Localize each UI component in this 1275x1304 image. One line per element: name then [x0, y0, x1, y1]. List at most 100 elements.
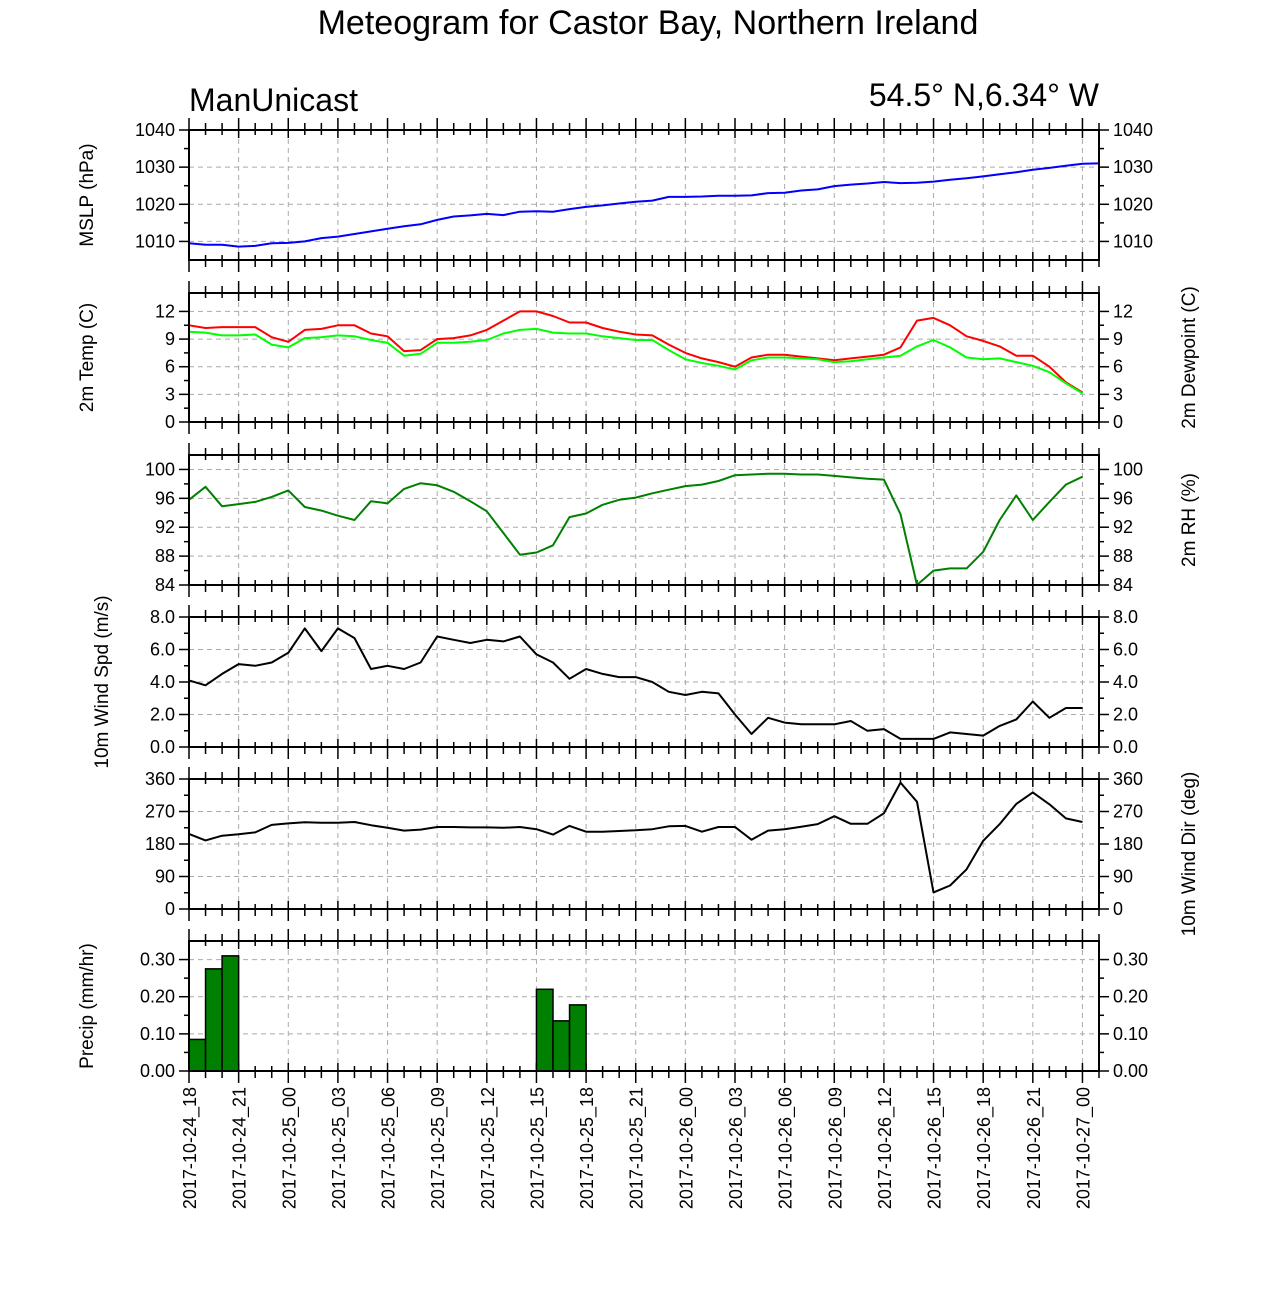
- ytick-label-left: 0: [165, 412, 175, 432]
- xtick-label: 2017-10-26_18: [974, 1087, 995, 1209]
- ytick-label-right: 0: [1113, 899, 1123, 919]
- series-line-1: [188, 327, 1084, 395]
- xtick-label: 2017-10-25_06: [379, 1087, 400, 1209]
- xtick-label: 2017-10-25_15: [527, 1087, 548, 1209]
- ytick-label-left: 0.0: [150, 737, 175, 757]
- xtick-label: 2017-10-26_00: [676, 1087, 697, 1209]
- ylabel-left: Precip (mm/hr): [77, 943, 98, 1069]
- ytick-label-left: 4.0: [150, 672, 175, 692]
- ytick-label-left: 0: [165, 899, 175, 919]
- ytick-label-left: 0.10: [140, 1024, 175, 1044]
- panel-1: 0 0 3 3 6 6 9 9 12 12 2m Temp (C) 2m Dewpoint (C): [77, 281, 1200, 434]
- ytick-label-left: 1020: [135, 194, 175, 214]
- xtick-label: 2017-10-26_09: [825, 1087, 846, 1209]
- ytick-label-right: 1020: [1113, 194, 1153, 214]
- ytick-label-left: 92: [155, 517, 175, 537]
- xtick-label: 2017-10-26_12: [875, 1087, 896, 1209]
- ytick-label-right: 1030: [1113, 157, 1153, 177]
- ytick-label-right: 9: [1113, 329, 1123, 349]
- ytick-label-left: 180: [145, 834, 175, 854]
- xtick-label: 2017-10-27_00: [1073, 1087, 1094, 1209]
- xtick-label: 2017-10-26_15: [925, 1087, 946, 1209]
- panel-frame: [188, 940, 1100, 1072]
- ytick-label-left: 8.0: [150, 607, 175, 627]
- panel-frame: [188, 129, 1100, 261]
- ytick-label-right: 0.00: [1113, 1061, 1148, 1081]
- panel-frame: [188, 454, 1100, 586]
- precip-bar: [188, 1038, 207, 1072]
- ytick-label-left: 2.0: [150, 705, 175, 725]
- ylabel-left: 2m Temp (C): [77, 303, 98, 412]
- ytick-label-right: 180: [1113, 834, 1143, 854]
- ytick-label-left: 0.20: [140, 987, 175, 1007]
- ylabel-left: MSLP (hPa): [77, 143, 98, 246]
- ytick-label-left: 6.0: [150, 640, 175, 660]
- ytick-label-right: 12: [1113, 301, 1133, 321]
- xtick-label: 2017-10-25_21: [627, 1087, 648, 1209]
- ytick-label-right: 8.0: [1113, 607, 1138, 627]
- ytick-label-right: 92: [1113, 517, 1133, 537]
- series-line-0: [188, 781, 1083, 894]
- chart-title: Meteogram for Castor Bay, Northern Irela…: [318, 4, 979, 42]
- ytick-label-right: 6.0: [1113, 640, 1138, 660]
- xtick-label: 2017-10-24_21: [230, 1087, 251, 1209]
- ytick-label-left: 90: [155, 867, 175, 887]
- ytick-label-left: 1030: [135, 157, 175, 177]
- xtick-label: 2017-10-25_18: [577, 1087, 598, 1209]
- ytick-label-left: 0.30: [140, 950, 175, 970]
- ytick-label-right: 4.0: [1113, 672, 1138, 692]
- ytick-label-right: 360: [1113, 769, 1143, 789]
- ytick-label-right: 0.10: [1113, 1024, 1148, 1044]
- ylabel-right: 2m RH (%): [1179, 473, 1200, 567]
- ytick-label-left: 270: [145, 802, 175, 822]
- ytick-label-right: 0: [1113, 412, 1123, 432]
- panel-5: 0.00 0.00 0.10 0.10 0.20 0.20 0.30 0.30 Precip (…: [77, 929, 1148, 1083]
- location-label: 54.5° N,6.34° W: [869, 77, 1100, 113]
- xtick-label: 2017-10-26_03: [726, 1087, 747, 1209]
- ytick-label-left: 0.00: [140, 1061, 175, 1081]
- xtick-label: 2017-10-25_03: [329, 1087, 350, 1209]
- ytick-label-right: 6: [1113, 357, 1123, 377]
- ytick-label-left: 360: [145, 769, 175, 789]
- ytick-label-left: 96: [155, 488, 175, 508]
- xtick-label: 2017-10-26_06: [776, 1087, 797, 1209]
- xtick-label: 2017-10-25_09: [428, 1087, 449, 1209]
- ytick-label-right: 270: [1113, 802, 1143, 822]
- panel-0: 1010 1010 1020 1020 1030 1030 1040 1040 MSLP (hP…: [77, 118, 1153, 272]
- precip-bar: [568, 1004, 587, 1072]
- ytick-label-right: 90: [1113, 867, 1133, 887]
- model-label: ManUnicast: [189, 82, 358, 118]
- panel-frame: [188, 616, 1100, 748]
- xtick-label: 2017-10-25_12: [478, 1087, 499, 1209]
- xtick-label: 2017-10-26_21: [1024, 1087, 1045, 1209]
- xtick-label: 2017-10-25_00: [279, 1087, 300, 1209]
- xtick-label: 2017-10-24_18: [180, 1087, 201, 1209]
- series-line-0: [188, 162, 1100, 248]
- ytick-label-left: 12: [155, 301, 175, 321]
- ytick-label-right: 96: [1113, 488, 1133, 508]
- ytick-label-right: 0.20: [1113, 987, 1148, 1007]
- ytick-label-left: 3: [165, 384, 175, 404]
- precip-bar: [535, 988, 554, 1072]
- panel-4: 0 0 90 90 180 180 270 270 360 360 10m Wind Dir (de…: [145, 767, 1200, 936]
- ytick-label-left: 84: [155, 575, 175, 595]
- panel-frame: [188, 292, 1100, 423]
- precip-bar: [221, 955, 240, 1072]
- ytick-label-left: 1040: [135, 120, 175, 140]
- panel-2: 84 84 88 88 92 92 96 96 100 100 2m RH (%): [145, 443, 1200, 597]
- ytick-label-right: 0.0: [1113, 737, 1138, 757]
- ytick-label-right: 3: [1113, 384, 1123, 404]
- x-axis-labels: 2017-10-24_18 2017-10-24_21 2017-10-25_00 2…: [180, 1087, 1094, 1209]
- ytick-label-right: 1010: [1113, 231, 1153, 251]
- ytick-label-right: 100: [1113, 459, 1143, 479]
- ytick-label-left: 9: [165, 329, 175, 349]
- panels: 1010 1010 1020 1020 1030 1030 1040 1040 MSLP (hP…: [77, 118, 1200, 1083]
- panel-3: 0.0 0.0 2.0 2.0 4.0 4.0 6.0 6.0 8.0 8.0 10m Wind S…: [92, 595, 1138, 768]
- ytick-label-right: 0.30: [1113, 950, 1148, 970]
- precip-bar: [204, 968, 223, 1072]
- precip-bar: [552, 1020, 571, 1072]
- ylabel-left: 10m Wind Spd (m/s): [92, 595, 113, 768]
- ytick-label-left: 6: [165, 357, 175, 377]
